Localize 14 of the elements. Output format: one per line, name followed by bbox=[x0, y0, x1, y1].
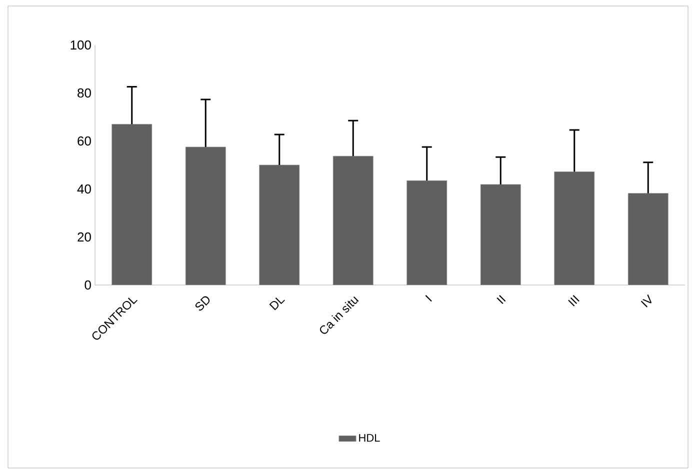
x-tick-label: IV bbox=[640, 294, 652, 308]
y-tick-label: 40 bbox=[77, 184, 91, 194]
x-tick-label: DL bbox=[269, 298, 285, 310]
y-tick-label: 20 bbox=[78, 232, 91, 242]
x-tick-label: I bbox=[425, 295, 432, 302]
x-tick-label: SD bbox=[195, 296, 210, 311]
x-tick-label: Ca in situ bbox=[320, 296, 359, 334]
y-tick-label: 60 bbox=[78, 136, 91, 146]
y-tick-label: 0 bbox=[84, 280, 91, 290]
x-tick-label: III bbox=[568, 295, 580, 306]
legend-label: HDL bbox=[359, 434, 380, 442]
y-tick-label: 100 bbox=[70, 40, 91, 50]
y-tick-label: 80 bbox=[78, 88, 91, 98]
x-tick-label: II bbox=[496, 295, 506, 304]
